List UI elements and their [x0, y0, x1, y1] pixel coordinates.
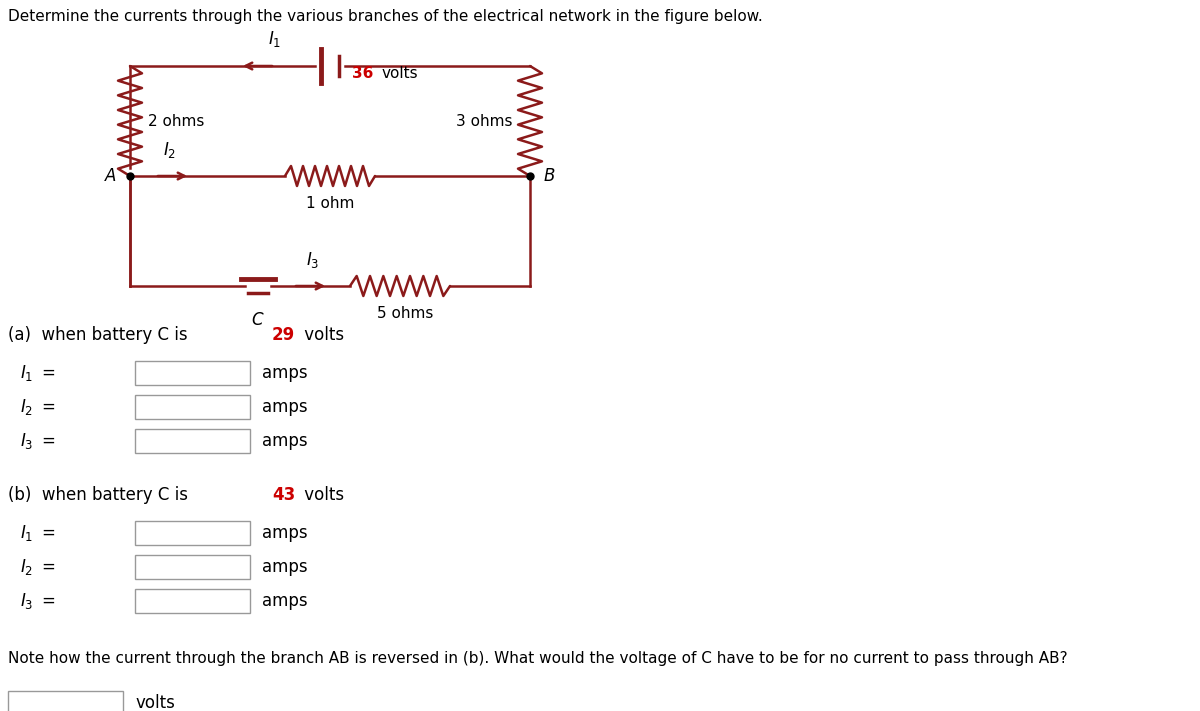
Text: Determine the currents through the various branches of the electrical network in: Determine the currents through the vario…: [8, 9, 763, 24]
Text: $I_2$ $=$: $I_2$ $=$: [19, 557, 55, 577]
FancyBboxPatch shape: [134, 395, 250, 419]
FancyBboxPatch shape: [134, 555, 250, 579]
Text: $I_3$ $=$: $I_3$ $=$: [19, 431, 55, 451]
Text: volts: volts: [299, 486, 344, 504]
Text: amps: amps: [262, 432, 307, 450]
Text: amps: amps: [262, 558, 307, 576]
Text: $I_1$ $=$: $I_1$ $=$: [19, 523, 55, 543]
Text: volts: volts: [382, 67, 419, 82]
Text: $I_2$ $=$: $I_2$ $=$: [19, 397, 55, 417]
Text: amps: amps: [262, 592, 307, 610]
Text: $I_3$ $=$: $I_3$ $=$: [19, 591, 55, 611]
Text: 43: 43: [272, 486, 295, 504]
Text: 29: 29: [272, 326, 295, 344]
Text: amps: amps: [262, 364, 307, 382]
Text: volts: volts: [299, 326, 344, 344]
Text: 36: 36: [352, 67, 373, 82]
FancyBboxPatch shape: [8, 691, 124, 711]
FancyBboxPatch shape: [134, 429, 250, 453]
Text: (b)  when battery C is: (b) when battery C is: [8, 486, 193, 504]
FancyBboxPatch shape: [134, 521, 250, 545]
Text: $I_1$ $=$: $I_1$ $=$: [19, 363, 55, 383]
Text: $B$: $B$: [542, 167, 556, 185]
FancyBboxPatch shape: [134, 589, 250, 613]
Text: $I_3$: $I_3$: [306, 250, 319, 270]
FancyBboxPatch shape: [134, 361, 250, 385]
Text: 1 ohm: 1 ohm: [306, 196, 354, 211]
Text: 2 ohms: 2 ohms: [148, 114, 204, 129]
Text: (a)  when battery C is: (a) when battery C is: [8, 326, 193, 344]
Text: $A$: $A$: [104, 167, 118, 185]
Text: volts: volts: [134, 694, 175, 711]
Text: $I_1$: $I_1$: [269, 29, 282, 49]
Text: Note how the current through the branch AB is reversed in (b). What would the vo: Note how the current through the branch …: [8, 651, 1068, 666]
Text: amps: amps: [262, 524, 307, 542]
Text: 5 ohms: 5 ohms: [377, 306, 433, 321]
Text: $C$: $C$: [251, 311, 265, 329]
Text: amps: amps: [262, 398, 307, 416]
Text: $I_2$: $I_2$: [163, 140, 176, 160]
Text: 3 ohms: 3 ohms: [456, 114, 512, 129]
